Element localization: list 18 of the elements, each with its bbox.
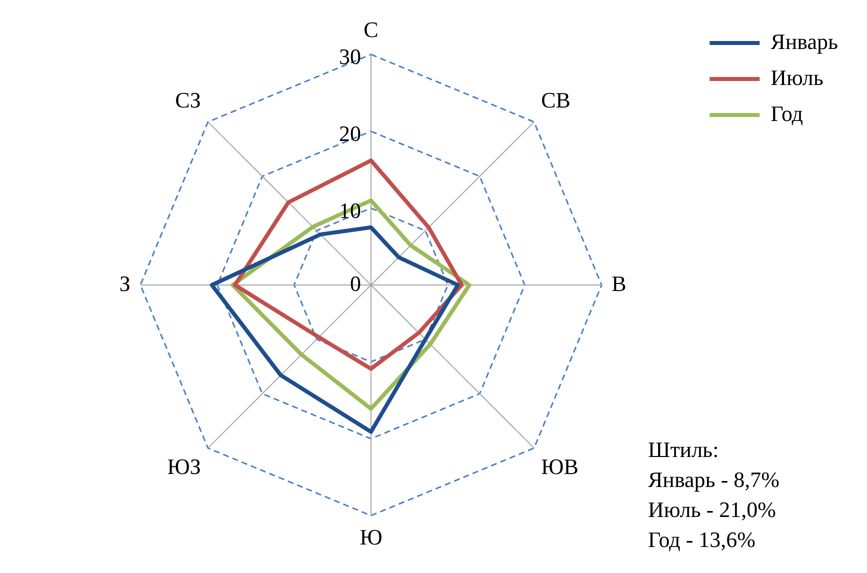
y-tick-label: 0 xyxy=(350,270,361,296)
text: Июль - 21,0% xyxy=(648,497,776,522)
y-tick-label: 30 xyxy=(339,44,361,70)
text: Январь - 8,7% xyxy=(648,467,780,492)
spoke-label: З xyxy=(119,270,130,296)
y-tick-label: 20 xyxy=(339,121,361,146)
legend-label: Год xyxy=(770,100,804,126)
spoke-label: ЮЗ xyxy=(167,454,201,480)
text: Штиль: xyxy=(648,437,719,462)
spoke-label: СВ xyxy=(541,87,570,112)
spoke-label: СЗ xyxy=(175,87,201,112)
text: Год - 13,6% xyxy=(648,527,756,552)
spoke-label: ЮВ xyxy=(541,454,578,480)
spoke-label: В xyxy=(612,270,626,296)
spoke-label: С xyxy=(364,16,378,42)
legend-label: Январь xyxy=(770,28,838,54)
legend-label: Июль xyxy=(770,64,824,90)
spoke-label: Ю xyxy=(360,524,382,550)
